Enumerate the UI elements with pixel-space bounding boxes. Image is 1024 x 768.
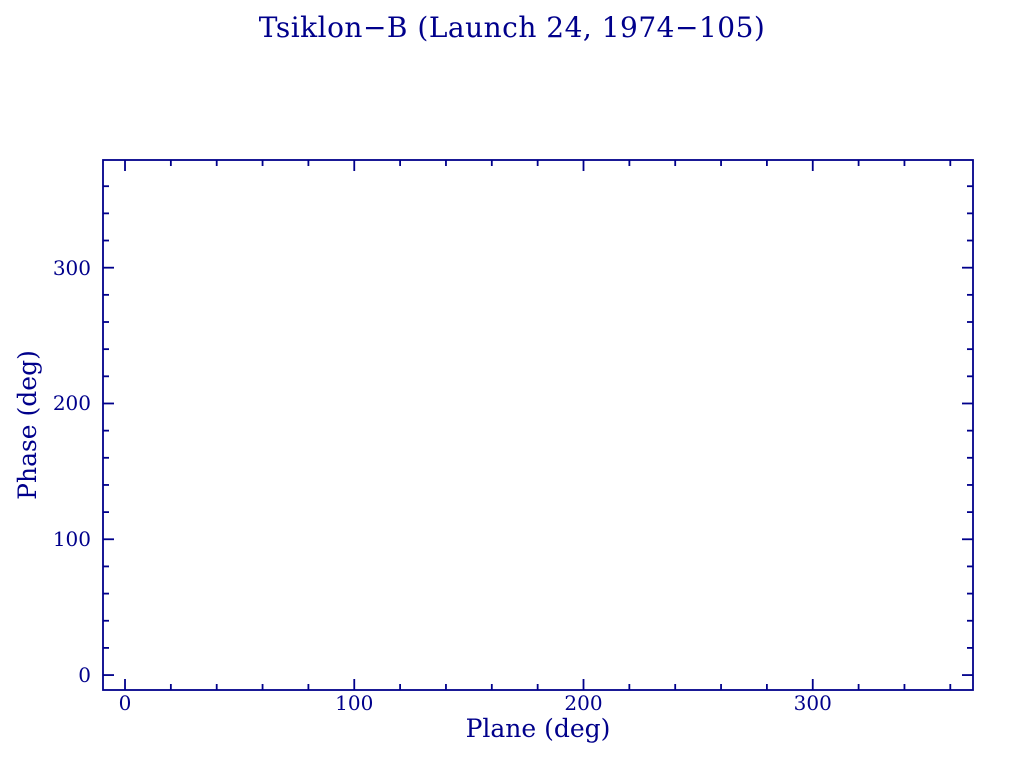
x-tick-label: 300 (793, 691, 832, 715)
y-tick-label: 100 (52, 527, 91, 552)
y-tick-label: 0 (78, 663, 91, 688)
axes-frame (102, 159, 974, 691)
y-axis-title: Phase (deg) (13, 350, 42, 500)
y-tick-label: 200 (52, 391, 91, 416)
x-tick-label: 100 (335, 691, 374, 715)
x-tick-label: 0 (118, 691, 132, 715)
x-axis-title: Plane (deg) (465, 714, 611, 743)
chart-title: Tsiklon−B (Launch 24, 1974−105) (258, 11, 766, 44)
x-tick-label: 200 (564, 691, 603, 715)
y-tick-label: 300 (52, 255, 91, 280)
